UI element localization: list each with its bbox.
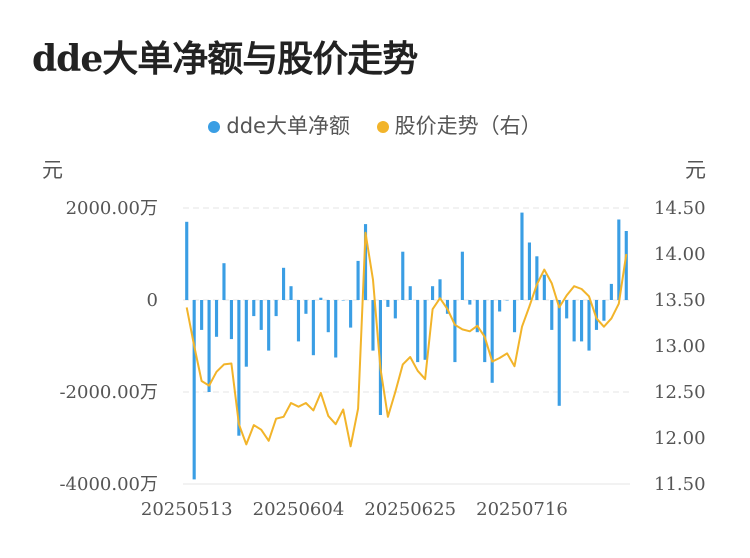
bar[interactable] [401,251,405,300]
bar[interactable] [296,300,301,342]
bar[interactable] [349,300,353,328]
left-tick-label: -2000.00万 [59,382,158,403]
bar[interactable] [408,286,412,300]
bar[interactable] [550,300,554,330]
legend-label-bar: dde大单净额 [226,114,350,138]
bar[interactable] [453,300,457,363]
bar[interactable] [542,274,546,300]
bar[interactable] [535,256,539,300]
bar[interactable] [498,300,502,312]
bar[interactable] [319,297,323,300]
right-tick-label: 12.50 [654,382,706,403]
right-unit-label: 元 [685,158,706,182]
left-tick-label: -4000.00万 [59,474,158,495]
left-tick-label: 2000.00万 [66,198,158,219]
bar[interactable] [505,300,509,301]
bar[interactable] [527,242,531,301]
bar[interactable] [572,300,576,342]
legend-dot-line [376,121,389,133]
bar[interactable] [282,267,286,300]
bar[interactable] [587,300,591,351]
bar[interactable] [460,251,464,300]
price-line[interactable] [185,231,628,448]
bar[interactable] [490,300,494,383]
bar[interactable] [416,300,420,363]
bar[interactable] [267,300,271,351]
right-tick-label: 14.00 [654,244,706,265]
x-tick-label: 20250716 [476,499,568,520]
legend-label-line: 股价走势（右） [394,114,542,138]
bar[interactable] [274,300,278,317]
bar[interactable] [468,300,472,305]
legend-item-bar[interactable]: dde大单净额 [208,110,350,140]
bar[interactable] [438,279,442,300]
bar[interactable] [244,300,248,367]
bar[interactable] [356,260,360,300]
right-tick-label: 13.00 [654,336,706,357]
legend-item-line[interactable]: 股价走势（右） [376,110,542,140]
x-tick-label: 20250625 [364,499,456,520]
chart-title: dde大单净额与股价走势 [32,38,418,80]
bar[interactable] [617,219,621,301]
legend-dot-bar [208,121,221,133]
x-tick-label: 20250513 [141,499,233,520]
bar[interactable] [594,300,599,330]
bar[interactable] [207,300,211,392]
bar[interactable] [512,300,517,333]
bar[interactable] [609,283,613,300]
bar[interactable] [520,212,524,300]
bar[interactable] [214,300,219,337]
left-tick-label: 0 [147,290,158,311]
bar[interactable] [475,300,479,333]
legend: dde大单净额 股价走势（右） [0,110,750,140]
bar-series [185,212,628,480]
right-tick-label: 13.50 [654,290,706,311]
bar[interactable] [371,300,375,351]
bar[interactable] [252,300,256,317]
bar[interactable] [192,300,196,480]
gridlines [183,207,630,485]
bar[interactable] [229,300,233,340]
bar[interactable] [222,263,226,300]
right-tick-label: 12.00 [654,428,706,449]
bar[interactable] [341,300,345,301]
bar[interactable] [200,300,204,330]
bar[interactable] [602,300,606,321]
line-series [185,231,628,448]
bar[interactable] [445,300,450,314]
bar[interactable] [431,286,435,300]
bar[interactable] [237,300,241,436]
bar[interactable] [393,300,397,319]
bar[interactable] [311,300,315,356]
right-tick-label: 14.50 [654,198,706,219]
bar[interactable] [363,224,368,300]
bar[interactable] [386,300,390,307]
x-tick-label: 20250604 [253,499,345,520]
bar[interactable] [624,231,628,300]
right-tick-label: 11.50 [654,474,706,495]
bar[interactable] [557,300,561,406]
bar[interactable] [289,286,293,300]
bar[interactable] [334,300,338,358]
left-unit-label: 元 [42,158,63,182]
bar[interactable] [326,300,330,333]
bar[interactable] [565,300,569,319]
axis-ticks: 2000.00万 0 -2000.00万 -4000.00万 14.50 14.00 13.… [59,198,705,520]
bar[interactable] [423,300,427,360]
bar[interactable] [483,300,487,363]
bar[interactable] [580,300,584,342]
bar[interactable] [304,300,308,314]
bar[interactable] [185,221,189,300]
bar[interactable] [259,300,263,330]
